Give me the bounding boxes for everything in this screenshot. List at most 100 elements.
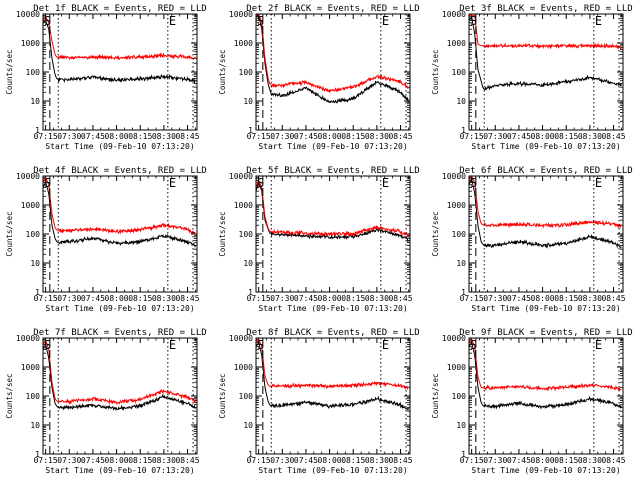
- start-marker-label: S: [470, 14, 477, 28]
- x-tick-label: 07:30: [57, 456, 81, 465]
- x-tick-label: 07:15: [460, 456, 484, 465]
- y-tick-label: 10: [456, 421, 466, 430]
- x-axis-label: Start Time (09-Feb-10 07:13:20): [45, 304, 194, 313]
- x-tick-label: 08:15: [128, 456, 152, 465]
- y-tick-label: 10000: [16, 10, 40, 19]
- chart-title: Det 8f BLACK = Events, RED = LLD: [246, 328, 419, 338]
- x-tick-label: 08:30: [365, 456, 389, 465]
- x-tick-label: 08:30: [152, 456, 176, 465]
- y-tick-label: 1: [461, 450, 466, 459]
- x-tick-label: 07:30: [483, 132, 507, 141]
- plot-frame: [468, 13, 624, 131]
- end-marker-label: E: [169, 338, 176, 352]
- x-tick-label: 07:45: [81, 132, 105, 141]
- y-tick-label: 1: [248, 126, 253, 135]
- x-tick-label: 07:45: [81, 294, 105, 303]
- series-line-lld: [469, 338, 622, 392]
- end-marker-label: E: [595, 176, 602, 190]
- y-tick-label: 10: [30, 421, 40, 430]
- y-tick-label: 10000: [442, 334, 466, 343]
- plot-area: [256, 180, 409, 244]
- series-line-lld: [256, 338, 409, 391]
- x-tick-label: 08:30: [578, 456, 602, 465]
- y-tick-label: 10: [30, 259, 40, 268]
- x-tick-label: 08:00: [318, 294, 342, 303]
- y-tick-label: 1000: [234, 201, 253, 210]
- y-tick-label: 100: [26, 230, 41, 239]
- x-tick-label: 08:45: [175, 132, 199, 141]
- x-tick-label: 08:15: [554, 132, 578, 141]
- series-line-lld: [469, 14, 622, 51]
- chart-title: Det 9f BLACK = Events, RED = LLD: [459, 328, 632, 338]
- plot-frame: [255, 175, 411, 293]
- x-tick-label: 08:15: [341, 456, 365, 465]
- x-tick-label: 08:45: [175, 294, 199, 303]
- chart-panel-4: Det 4f BLACK = Events, RED = LLD Counts/s…: [5, 166, 207, 313]
- end-marker-label: E: [595, 338, 602, 352]
- x-tick-label: 07:30: [270, 132, 294, 141]
- plot-area: [43, 177, 196, 248]
- plot-area: [43, 16, 196, 85]
- plot-area: [469, 176, 622, 249]
- plot-frame: [468, 337, 624, 455]
- y-axis-label: Counts/sec: [431, 211, 440, 256]
- chart-title: Det 7f BLACK = Events, RED = LLD: [33, 328, 206, 338]
- y-axis-label: Counts/sec: [5, 373, 14, 418]
- x-tick-label: 07:45: [507, 456, 531, 465]
- x-tick-label: 08:15: [554, 456, 578, 465]
- x-tick-label: 08:00: [105, 456, 129, 465]
- x-tick-label: 08:45: [388, 294, 412, 303]
- x-tick-label: 08:15: [341, 132, 365, 141]
- chart-panel-9: Det 9f BLACK = Events, RED = LLD Counts/s…: [431, 328, 633, 475]
- x-tick-label: 07:30: [270, 456, 294, 465]
- chart-title: Det 4f BLACK = Events, RED = LLD: [33, 166, 206, 176]
- y-tick-label: 100: [452, 230, 467, 239]
- x-tick-label: 08:45: [175, 456, 199, 465]
- chart-title: Det 3f BLACK = Events, RED = LLD: [459, 4, 632, 14]
- end-marker-label: E: [382, 14, 389, 28]
- y-tick-label: 10: [243, 259, 253, 268]
- x-tick-label: 07:15: [247, 132, 271, 141]
- series-line-lld: [43, 16, 196, 61]
- x-tick-label: 07:45: [507, 132, 531, 141]
- x-axis-label: Start Time (09-Feb-10 07:13:20): [258, 304, 407, 313]
- y-tick-label: 100: [452, 68, 467, 77]
- x-tick-label: 08:00: [531, 456, 555, 465]
- x-tick-label: 08:00: [531, 132, 555, 141]
- series-line-events: [469, 16, 622, 91]
- chart-panel-8: Det 8f BLACK = Events, RED = LLD Counts/s…: [218, 328, 420, 475]
- x-tick-label: 08:45: [601, 456, 625, 465]
- start-marker-label: S: [257, 176, 264, 190]
- x-tick-label: 07:15: [460, 294, 484, 303]
- x-tick-label: 08:30: [578, 132, 602, 141]
- chart-panel-7: Det 7f BLACK = Events, RED = LLD Counts/s…: [5, 328, 207, 475]
- x-tick-label: 07:30: [57, 294, 81, 303]
- x-axis-label: Start Time (09-Feb-10 07:13:20): [45, 466, 194, 475]
- y-tick-label: 1000: [234, 39, 253, 48]
- chart-panel-2: Det 2f BLACK = Events, RED = LLD Counts/s…: [218, 4, 420, 151]
- chart-title: Det 1f BLACK = Events, RED = LLD: [33, 4, 206, 14]
- y-tick-label: 1: [248, 288, 253, 297]
- end-marker-label: E: [595, 14, 602, 28]
- x-tick-label: 08:45: [601, 294, 625, 303]
- x-tick-label: 07:30: [57, 132, 81, 141]
- x-tick-label: 07:15: [460, 132, 484, 141]
- y-tick-label: 10000: [229, 334, 253, 343]
- x-tick-label: 08:00: [318, 456, 342, 465]
- y-tick-label: 10000: [229, 172, 253, 181]
- chart-title: Det 6f BLACK = Events, RED = LLD: [459, 166, 632, 176]
- y-tick-label: 10: [30, 97, 40, 106]
- start-marker-label: S: [470, 338, 477, 352]
- chart-title: Det 2f BLACK = Events, RED = LLD: [246, 4, 419, 14]
- start-marker-label: S: [257, 14, 264, 28]
- y-tick-label: 1000: [21, 363, 40, 372]
- x-tick-label: 07:30: [483, 294, 507, 303]
- plot-area: [256, 14, 409, 104]
- x-axis-label: Start Time (09-Feb-10 07:13:20): [471, 466, 620, 475]
- x-tick-label: 08:15: [128, 294, 152, 303]
- x-tick-label: 08:45: [388, 456, 412, 465]
- y-tick-label: 10: [243, 421, 253, 430]
- plot-frame: [255, 337, 411, 455]
- series-line-events: [469, 178, 622, 249]
